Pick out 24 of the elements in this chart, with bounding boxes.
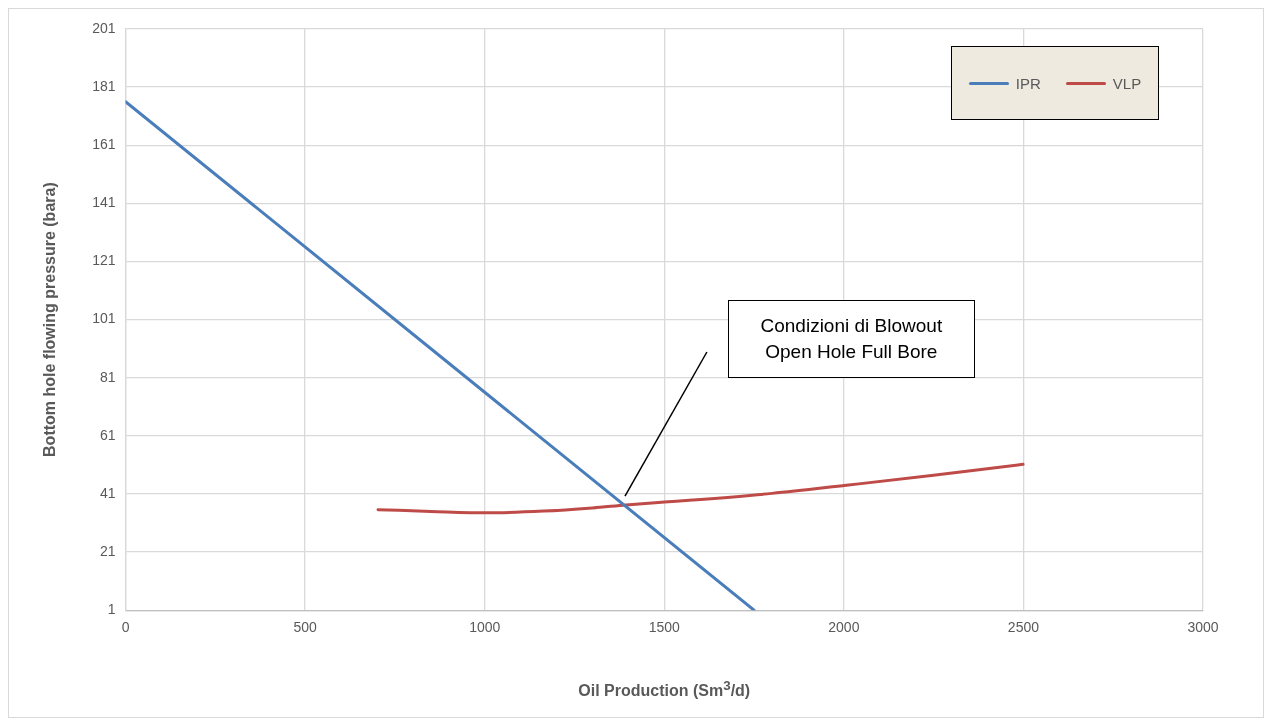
y-tick-label: 61 [99,426,116,443]
x-tick-label: 1000 [469,619,501,636]
y-tick-label: 181 [92,77,116,94]
legend-label: VLP [1112,74,1142,92]
y-tick-label: 201 [92,19,116,36]
legend-label: IPR [1015,74,1041,92]
y-tick-label: 161 [92,136,116,153]
x-tick-label: 2000 [828,619,860,636]
y-axis-title: Bottom hole flowing pressure (bara) [41,182,59,457]
x-tick-label: 500 [293,619,318,636]
x-tick-label: 2500 [1007,619,1040,636]
x-tick-label: 0 [121,619,130,636]
y-tick-label: 21 [99,542,116,559]
y-tick-label: 41 [99,484,116,501]
x-axis-title: Oil Production (Sm$^{3}$/d) [577,678,752,701]
x-tick-label: 1500 [648,619,681,636]
y-tick-label: 81 [99,368,116,385]
note-box: Condizioni di Blowout Open Hole Full Bore [727,299,975,378]
y-tick-label: 121 [92,252,116,269]
y-tick-label: 101 [92,310,116,327]
y-tick-label: 1 [107,601,116,618]
x-tick-label: 3000 [1187,619,1219,636]
line-series [376,462,1025,515]
y-tick-label: 141 [92,194,116,211]
